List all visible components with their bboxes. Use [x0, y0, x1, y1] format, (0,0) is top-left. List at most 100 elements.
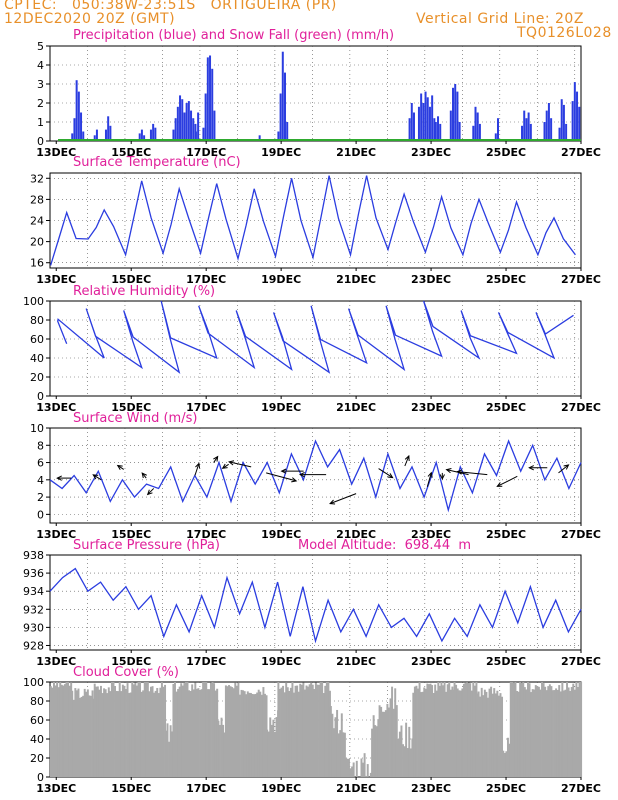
precip-bar: [437, 116, 440, 141]
precip-bar: [283, 72, 286, 141]
cloud-bar: [251, 693, 254, 777]
cloud-bar: [224, 685, 227, 777]
cloud-bar: [482, 695, 485, 777]
precip-bar: [424, 91, 427, 141]
cloud-bar: [412, 692, 415, 777]
cloud-bar: [121, 684, 124, 777]
cloud-bar: [205, 682, 208, 777]
precip-bar: [476, 112, 479, 141]
cloud-bar: [374, 725, 377, 777]
cloud-bar: [559, 691, 562, 777]
cloud-bar: [248, 692, 251, 777]
cloud-bar: [160, 682, 163, 777]
cloud-bar: [446, 684, 449, 777]
cloud-bar: [314, 682, 317, 777]
cloud-bar: [418, 682, 421, 777]
wind-arrow: [266, 472, 297, 482]
precip-bar: [578, 106, 581, 141]
precip-bar: [75, 80, 78, 141]
cloud-bar: [384, 710, 387, 777]
cloud-bar: [96, 686, 99, 777]
cloud-bar: [142, 690, 145, 777]
precip-bar: [192, 118, 195, 141]
cloud-bar: [159, 687, 162, 777]
cloud-bar: [285, 682, 288, 777]
x-tick-label: 25DEC: [486, 146, 526, 159]
precip-bar: [140, 129, 143, 141]
cloud-bar: [479, 696, 482, 777]
cloud-bar: [445, 691, 448, 777]
cloud-bar: [267, 731, 270, 777]
humidity-series-line: [57, 300, 574, 374]
cloud-bar: [197, 688, 200, 777]
x-tick-label: 27DEC: [561, 528, 601, 541]
x-tick-label: 17DEC: [186, 528, 226, 541]
cloud-bar: [494, 693, 497, 777]
precip-bar: [525, 118, 528, 141]
cloud-bar: [270, 724, 273, 777]
cloud-bar: [67, 682, 70, 777]
cloud-bar: [62, 685, 65, 777]
x-tick-label: 27DEC: [561, 782, 601, 795]
cloud-bar: [256, 692, 259, 777]
cloud-bar: [124, 689, 127, 777]
cloud-bar: [562, 690, 565, 777]
cloud-bar: [53, 682, 55, 777]
wind-arrow-head: [228, 460, 235, 466]
cloud-bar: [199, 690, 201, 777]
wind-arrow: [222, 463, 229, 469]
wind-arrow: [426, 472, 432, 487]
precip-bar: [204, 93, 207, 141]
precip-bar: [179, 95, 182, 141]
precip-bar: [422, 103, 425, 141]
cloud-bar: [486, 697, 489, 777]
cloud-bar: [294, 685, 297, 777]
cloud-bar: [151, 686, 154, 777]
cloud-bar: [277, 682, 280, 777]
x-tick-label: 23DEC: [411, 273, 451, 286]
cloud-bar: [60, 684, 63, 777]
wind-arrow-head: [221, 463, 228, 469]
y-tick-label: 100: [23, 676, 44, 689]
cloud-bar: [545, 690, 548, 777]
cloud-bar: [537, 686, 540, 777]
cloud-bar: [168, 741, 171, 777]
precip-bar: [138, 133, 141, 141]
cloud-bar: [456, 688, 459, 777]
y-tick-label: 0: [37, 390, 44, 403]
precip-bar: [527, 112, 530, 141]
cloud-bar: [85, 691, 88, 777]
precip-bar: [428, 106, 431, 141]
cloud-bar: [440, 682, 443, 777]
x-tick-label: 27DEC: [561, 146, 601, 159]
cloud-bar: [57, 687, 60, 777]
cloud-bar: [520, 682, 523, 777]
y-tick-label: 10: [30, 422, 44, 435]
cloud-bar: [337, 733, 340, 777]
precip-bar: [474, 106, 477, 141]
cloud-bar: [99, 685, 102, 777]
cloud-bar: [331, 713, 334, 777]
cloud-bar: [570, 687, 573, 777]
precip-bar: [523, 110, 526, 141]
pressure-title: Surface Pressure (hPa): [73, 538, 220, 553]
wind-arrow-head: [280, 468, 287, 474]
cloud-bar: [171, 731, 174, 777]
cloud-bar: [266, 729, 269, 777]
panel-frame: [49, 554, 582, 651]
cloud-bar: [217, 720, 220, 777]
cloud-bar: [299, 683, 302, 777]
cloud-bar: [245, 694, 248, 777]
cloud-bar: [191, 684, 194, 777]
cloud-bar: [235, 685, 238, 777]
humidity-title: Relative Humidity (%): [73, 284, 216, 299]
cloud-bar: [517, 691, 520, 777]
cloud-bar: [70, 682, 73, 777]
wind-arrow: [457, 471, 488, 476]
x-tick-label: 25DEC: [486, 655, 526, 668]
y-tick-label: 2: [37, 491, 44, 504]
precip-bar: [279, 93, 282, 141]
pressure-series-line: [49, 567, 582, 644]
precip-title: Precipitation (blue) and Snow Fall (gree…: [73, 28, 395, 43]
precip-bar: [176, 106, 179, 141]
